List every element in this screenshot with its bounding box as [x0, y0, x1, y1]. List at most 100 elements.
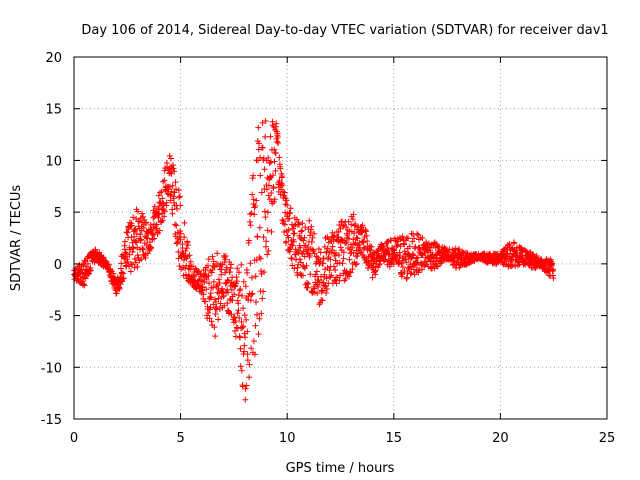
data-point — [134, 252, 141, 259]
axis-ticks — [73, 56, 608, 420]
data-point — [208, 318, 215, 325]
data-point — [341, 277, 348, 284]
data-point — [253, 311, 260, 318]
data-point — [398, 260, 405, 267]
data-point — [305, 280, 312, 287]
data-point — [306, 217, 313, 224]
data-point — [303, 279, 310, 286]
data-point — [401, 268, 408, 275]
data-point — [274, 133, 281, 140]
data-point — [238, 261, 245, 268]
data-point — [244, 269, 251, 276]
data-point — [171, 168, 178, 175]
data-point — [213, 306, 220, 313]
data-point — [369, 274, 376, 281]
data-point — [133, 239, 140, 246]
data-point — [330, 263, 337, 270]
chart-title: Day 106 of 2014, Sidereal Day-to-day VTE… — [81, 23, 608, 38]
data-point — [216, 280, 223, 287]
data-point — [267, 133, 274, 140]
data-point — [206, 315, 213, 322]
data-point — [240, 278, 247, 285]
data-point — [299, 220, 306, 227]
data-point — [297, 244, 304, 251]
data-point — [166, 152, 173, 159]
data-point — [258, 310, 265, 317]
x-axis-label: GPS time / hours — [286, 461, 395, 476]
data-point — [252, 273, 259, 280]
data-point — [262, 133, 269, 140]
data-point — [233, 324, 240, 331]
data-point — [550, 275, 557, 282]
data-point — [279, 182, 286, 189]
data-point — [314, 290, 321, 297]
data-point — [203, 276, 210, 283]
data-point — [262, 243, 269, 250]
data-point — [319, 297, 326, 304]
data-point — [222, 252, 229, 259]
data-point — [156, 211, 163, 218]
data-point — [271, 198, 278, 205]
data-point — [100, 254, 107, 261]
data-point — [250, 196, 257, 203]
data-point — [234, 265, 241, 272]
data-point — [328, 272, 335, 279]
data-point — [441, 249, 448, 256]
data-point — [169, 210, 176, 217]
data-point — [273, 120, 280, 127]
data-point — [274, 138, 281, 145]
data-point — [281, 221, 288, 228]
data-point — [331, 252, 338, 259]
data-point — [187, 258, 194, 265]
data-point — [265, 247, 272, 254]
data-point — [255, 124, 262, 131]
data-point — [262, 214, 269, 221]
data-point — [168, 170, 175, 177]
data-point — [337, 244, 344, 251]
data-point — [81, 282, 88, 289]
data-point — [140, 246, 147, 253]
data-point — [284, 202, 291, 209]
data-point — [419, 234, 426, 241]
data-point — [306, 252, 313, 259]
data-point — [415, 269, 422, 276]
data-point — [300, 263, 307, 270]
data-point — [160, 178, 167, 185]
data-point — [249, 175, 256, 182]
data-point — [232, 318, 239, 325]
data-point — [406, 243, 413, 250]
y-axis-label: SDTVAR / TECUs — [9, 185, 24, 292]
data-point — [456, 246, 463, 253]
data-point — [203, 286, 210, 293]
data-point — [255, 331, 262, 338]
data-point — [352, 220, 359, 227]
data-point — [253, 197, 260, 204]
data-point — [295, 247, 302, 254]
data-point — [163, 199, 170, 206]
data-point — [182, 271, 189, 278]
x-tick-label: 20 — [492, 431, 509, 446]
data-point — [348, 221, 355, 228]
y-tick-label: 5 — [54, 206, 62, 221]
data-point — [137, 237, 144, 244]
data-point — [298, 227, 305, 234]
y-tick-label: 10 — [45, 154, 62, 169]
data-point — [242, 334, 249, 341]
data-point — [256, 140, 263, 147]
data-point — [239, 324, 246, 331]
x-tick-label: 10 — [279, 431, 296, 446]
data-point — [408, 269, 415, 276]
x-tick-label: 15 — [386, 431, 403, 446]
data-point — [231, 291, 238, 298]
data-point — [281, 229, 288, 236]
data-point — [161, 208, 168, 215]
data-point — [167, 192, 174, 199]
data-point — [227, 265, 234, 272]
data-point — [283, 197, 290, 204]
data-point — [210, 301, 217, 308]
data-point — [191, 277, 198, 284]
data-point — [279, 173, 286, 180]
data-point — [222, 256, 229, 263]
data-point — [352, 261, 359, 268]
data-point — [250, 338, 257, 345]
